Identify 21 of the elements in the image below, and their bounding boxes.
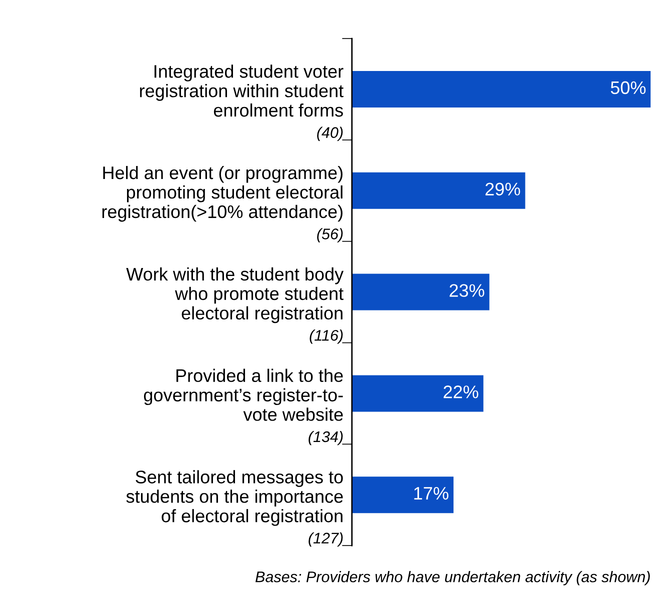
text: (127) (308, 532, 343, 547)
data-label: 50% (610, 81, 646, 94)
bar (352, 375, 484, 412)
data-label: 22% (444, 386, 478, 398)
text: (134) (308, 430, 343, 446)
data-label: 23% (450, 284, 484, 297)
text: Bases: Providers who have undertaken activity (as shown) (256, 571, 650, 586)
bar (352, 476, 454, 514)
y-tick-label: Provided a link to the government’s register-to- vote website (144, 368, 343, 421)
y-tick-label: Held an event (or programme) promoting student electoral registration(>10% attendance) (102, 166, 342, 222)
y-tick-label: Sent tailored messages to students on the importance of electoral registration (126, 470, 343, 526)
data-label: 29% (486, 182, 520, 196)
data-label: 17% (414, 487, 448, 500)
text: (40) (317, 126, 343, 141)
text: (56) (317, 228, 343, 242)
bar (352, 274, 490, 310)
bar (352, 172, 526, 209)
text: (116) (310, 330, 343, 344)
y-tick-label: Work with the student body who promote student electoral registration (126, 267, 344, 324)
bar (352, 70, 651, 108)
y-tick-label: Integrated student voter registration within student enrolment forms (140, 64, 344, 117)
